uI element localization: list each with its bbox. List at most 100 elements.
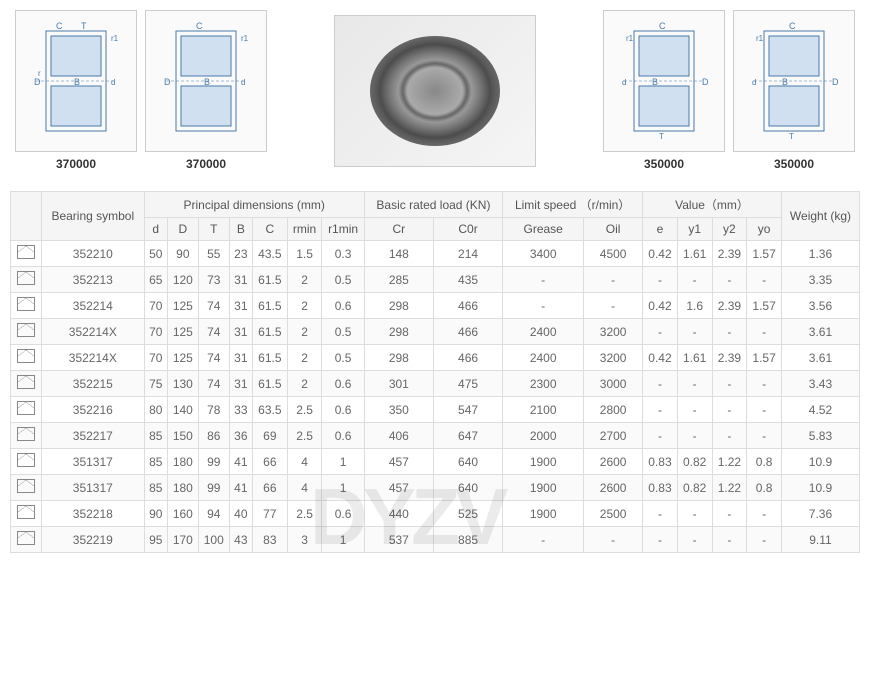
envelope-icon[interactable] bbox=[17, 245, 35, 259]
cell-Cr: 440 bbox=[364, 501, 433, 527]
header-value: Value（mm） bbox=[643, 192, 782, 218]
cell-B: 40 bbox=[229, 501, 252, 527]
cell-grease: 1900 bbox=[503, 501, 584, 527]
cell-symbol: 352215 bbox=[42, 371, 145, 397]
cell-weight: 9.11 bbox=[781, 527, 859, 553]
row-icon-cell[interactable] bbox=[11, 319, 42, 345]
cell-grease: - bbox=[503, 527, 584, 553]
cell-T: 74 bbox=[198, 293, 229, 319]
row-icon-cell[interactable] bbox=[11, 475, 42, 501]
cell-r1min: 0.6 bbox=[322, 293, 364, 319]
row-icon-cell[interactable] bbox=[11, 241, 42, 267]
envelope-icon[interactable] bbox=[17, 297, 35, 311]
cell-r1min: 0.6 bbox=[322, 501, 364, 527]
cell-r1min: 0.6 bbox=[322, 423, 364, 449]
row-icon-cell[interactable] bbox=[11, 527, 42, 553]
cell-T: 78 bbox=[198, 397, 229, 423]
diagram-box: D B C T r1 d r 370000 bbox=[15, 10, 137, 171]
cell-T: 86 bbox=[198, 423, 229, 449]
cell-y2: - bbox=[712, 267, 747, 293]
cell-d: 70 bbox=[144, 293, 167, 319]
cell-C: 69 bbox=[252, 423, 287, 449]
envelope-icon[interactable] bbox=[17, 453, 35, 467]
cell-C0r: 466 bbox=[433, 345, 502, 371]
subheader-r1min: r1min bbox=[322, 218, 364, 241]
cell-oil: 3200 bbox=[584, 345, 643, 371]
svg-text:D: D bbox=[832, 77, 839, 87]
cell-d: 85 bbox=[144, 423, 167, 449]
cell-D: 125 bbox=[167, 345, 198, 371]
row-icon-cell[interactable] bbox=[11, 345, 42, 371]
cell-D: 120 bbox=[167, 267, 198, 293]
header-limit-speed: Limit speed （r/min） bbox=[503, 192, 643, 218]
envelope-icon[interactable] bbox=[17, 375, 35, 389]
envelope-icon[interactable] bbox=[17, 401, 35, 415]
cell-yo: - bbox=[747, 527, 782, 553]
cell-B: 31 bbox=[229, 293, 252, 319]
cell-B: 31 bbox=[229, 267, 252, 293]
envelope-icon[interactable] bbox=[17, 271, 35, 285]
svg-text:T: T bbox=[659, 132, 664, 141]
cell-weight: 1.36 bbox=[781, 241, 859, 267]
diagram-group-left: D B C T r1 d r 370000 D B bbox=[15, 10, 267, 171]
cell-symbol: 352214 bbox=[42, 293, 145, 319]
cell-y2: - bbox=[712, 501, 747, 527]
cell-Cr: 457 bbox=[364, 449, 433, 475]
cell-yo: - bbox=[747, 423, 782, 449]
cell-C0r: 640 bbox=[433, 475, 502, 501]
row-icon-cell[interactable] bbox=[11, 423, 42, 449]
cell-oil: 3000 bbox=[584, 371, 643, 397]
cell-e: - bbox=[643, 371, 678, 397]
cell-T: 74 bbox=[198, 319, 229, 345]
cell-C: 83 bbox=[252, 527, 287, 553]
cell-rmin: 2.5 bbox=[287, 501, 322, 527]
cell-oil: - bbox=[584, 293, 643, 319]
cell-y1: - bbox=[677, 527, 712, 553]
cell-r1min: 0.3 bbox=[322, 241, 364, 267]
row-icon-cell[interactable] bbox=[11, 449, 42, 475]
cell-d: 85 bbox=[144, 475, 167, 501]
envelope-icon[interactable] bbox=[17, 427, 35, 441]
envelope-icon[interactable] bbox=[17, 479, 35, 493]
subheader-yo: yo bbox=[747, 218, 782, 241]
subheader-D: D bbox=[167, 218, 198, 241]
table-row: 352218901609440772.50.644052519002500---… bbox=[11, 501, 860, 527]
cell-D: 125 bbox=[167, 293, 198, 319]
cell-yo: 1.57 bbox=[747, 293, 782, 319]
cell-D: 90 bbox=[167, 241, 198, 267]
cell-grease: 1900 bbox=[503, 449, 584, 475]
cell-D: 180 bbox=[167, 449, 198, 475]
svg-text:D: D bbox=[34, 77, 41, 87]
cell-T: 73 bbox=[198, 267, 229, 293]
cell-rmin: 3 bbox=[287, 527, 322, 553]
cell-B: 36 bbox=[229, 423, 252, 449]
envelope-icon[interactable] bbox=[17, 505, 35, 519]
cell-grease: 1900 bbox=[503, 475, 584, 501]
cell-y1: - bbox=[677, 319, 712, 345]
cell-C: 77 bbox=[252, 501, 287, 527]
envelope-icon[interactable] bbox=[17, 349, 35, 363]
cell-C: 61.5 bbox=[252, 293, 287, 319]
cell-y1: - bbox=[677, 267, 712, 293]
table-row: 3522105090552343.51.50.3148214340045000.… bbox=[11, 241, 860, 267]
table-row: 35221470125743161.520.6298466--0.421.62.… bbox=[11, 293, 860, 319]
cell-symbol: 352219 bbox=[42, 527, 145, 553]
svg-text:C: C bbox=[56, 21, 63, 31]
row-icon-cell[interactable] bbox=[11, 501, 42, 527]
cell-D: 140 bbox=[167, 397, 198, 423]
table-row: 352214X70125743161.520.529846624003200--… bbox=[11, 319, 860, 345]
cell-r1min: 0.6 bbox=[322, 397, 364, 423]
envelope-icon[interactable] bbox=[17, 531, 35, 545]
cell-oil: - bbox=[584, 267, 643, 293]
row-icon-cell[interactable] bbox=[11, 267, 42, 293]
cell-e: 0.83 bbox=[643, 449, 678, 475]
row-icon-cell[interactable] bbox=[11, 371, 42, 397]
envelope-icon[interactable] bbox=[17, 323, 35, 337]
row-icon-cell[interactable] bbox=[11, 293, 42, 319]
cell-d: 70 bbox=[144, 319, 167, 345]
cell-d: 80 bbox=[144, 397, 167, 423]
cell-r1min: 0.5 bbox=[322, 319, 364, 345]
svg-text:r1: r1 bbox=[241, 34, 249, 43]
cell-B: 41 bbox=[229, 449, 252, 475]
row-icon-cell[interactable] bbox=[11, 397, 42, 423]
